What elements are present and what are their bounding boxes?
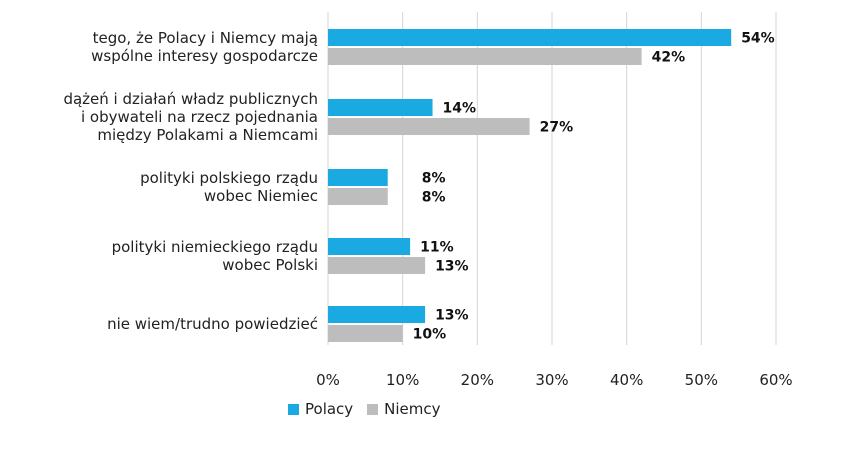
x-tick-label: 50% [685, 371, 718, 389]
category-label: tego, że Polacy i Niemcy mają wspólne int… [91, 29, 318, 65]
data-label-niemcy: 27% [540, 120, 574, 136]
data-label-niemcy: 13% [435, 259, 469, 275]
data-label-polacy: 14% [443, 101, 477, 117]
bar-niemcy [328, 188, 388, 205]
data-label-polacy: 54% [741, 31, 775, 47]
gridlines [327, 12, 777, 345]
x-tick-label: 0% [316, 371, 340, 389]
x-tick-label: 30% [535, 371, 568, 389]
bar-niemcy [328, 118, 530, 135]
bar-niemcy [328, 325, 403, 342]
x-tick-label: 40% [610, 371, 643, 389]
legend-item-polacy: Polacy [288, 400, 353, 418]
legend: Polacy Niemcy [288, 400, 441, 418]
category-label: polityki niemieckiego rządu wobec Polski [112, 238, 318, 274]
x-tick-label: 20% [461, 371, 494, 389]
x-tick-label: 10% [386, 371, 419, 389]
data-label-polacy: 13% [435, 308, 469, 324]
bar-polacy [328, 169, 388, 186]
bar-niemcy [328, 48, 642, 65]
data-label-polacy: 11% [420, 240, 454, 256]
x-tick-label: 60% [759, 371, 792, 389]
category-labels: tego, że Polacy i Niemcy mają wspólne int… [63, 29, 318, 333]
category-label: polityki polskiego rządu wobec Niemiec [140, 169, 318, 205]
bar-polacy [328, 29, 732, 46]
legend-item-niemcy: Niemcy [367, 400, 441, 418]
bar-polacy [328, 306, 426, 323]
category-label: nie wiem/trudno powiedzieć [107, 315, 318, 333]
bar-polacy [328, 238, 411, 255]
data-label-niemcy: 10% [413, 327, 447, 343]
legend-swatch-polacy [288, 403, 299, 415]
bars: 54% 42% 14% 27% 8% 8% 11% 13% 13% 10% [328, 29, 775, 343]
data-label-polacy: 8% [422, 171, 446, 187]
bar-niemcy [328, 257, 426, 274]
legend-label-niemcy: Niemcy [384, 400, 441, 418]
data-label-niemcy: 8% [422, 190, 446, 206]
legend-label-polacy: Polacy [305, 400, 354, 418]
data-label-niemcy: 42% [652, 50, 686, 66]
category-label: dążeń i działań władz publicznych i obywa… [63, 90, 318, 144]
bar-polacy [328, 99, 433, 116]
x-axis-ticks: 0% 10% 20% 30% 40% 50% 60% [316, 371, 793, 389]
legend-swatch-niemcy [367, 403, 379, 415]
